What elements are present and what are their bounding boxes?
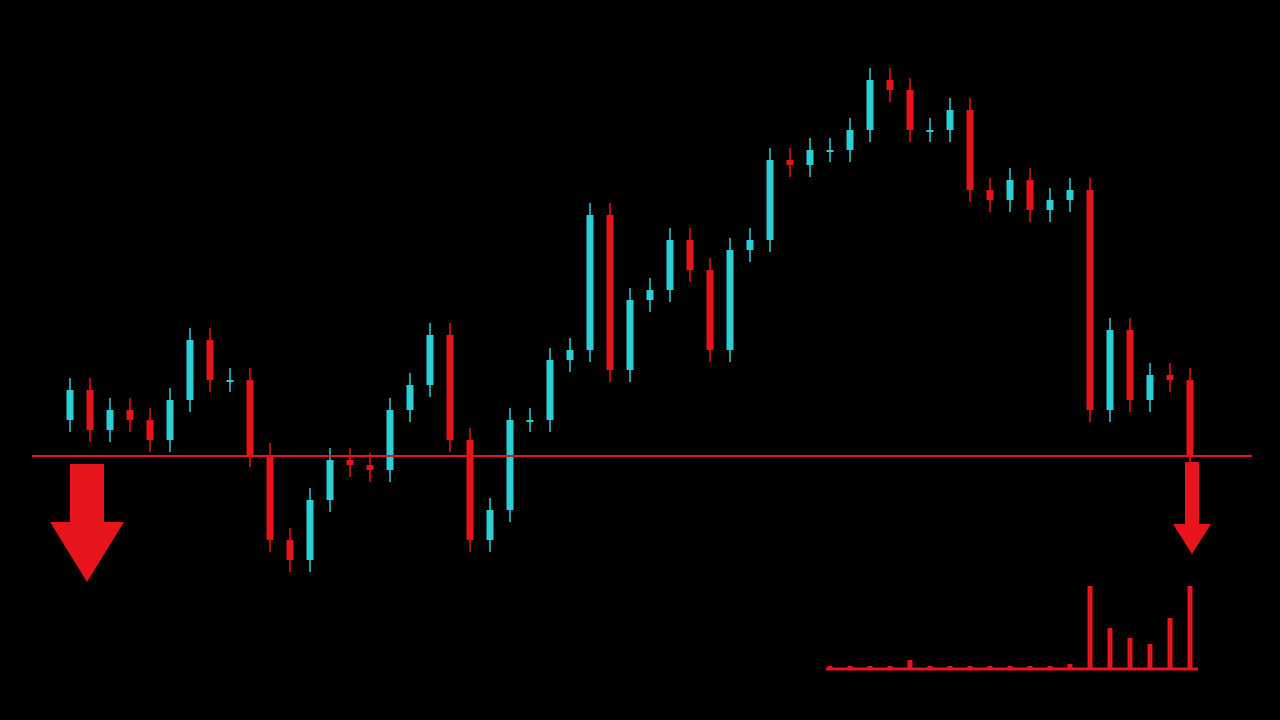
- candle-body: [286, 540, 294, 560]
- candle-body: [446, 335, 454, 440]
- candle-body: [686, 240, 694, 270]
- candle-body: [1146, 375, 1154, 400]
- candle-body: [246, 380, 254, 455]
- volume-bar: [1007, 666, 1013, 668]
- volume-bar: [847, 666, 853, 668]
- candle-body: [66, 390, 74, 420]
- candle-body: [1066, 190, 1074, 200]
- candle-body: [926, 130, 934, 132]
- candle-body: [966, 110, 974, 190]
- candle-body: [626, 300, 634, 370]
- candle-body: [866, 80, 874, 130]
- candle-body: [1186, 380, 1194, 455]
- candle-body: [586, 215, 594, 350]
- candle-body: [706, 270, 714, 350]
- candle-body: [806, 150, 814, 165]
- candle-body: [826, 150, 834, 152]
- candle-body: [1166, 375, 1174, 380]
- candle-body: [86, 390, 94, 430]
- candle-body: [146, 420, 154, 440]
- candle-body: [526, 420, 534, 422]
- candle-body: [346, 460, 354, 465]
- candle-body: [126, 410, 134, 420]
- candles: [66, 68, 1194, 572]
- candle-body: [1126, 330, 1134, 400]
- candle-body: [506, 420, 514, 510]
- candle-body: [886, 80, 894, 90]
- candle-body: [266, 455, 274, 540]
- candle-body: [566, 350, 574, 360]
- volume-bar: [1187, 586, 1193, 668]
- volume-bar: [887, 666, 893, 668]
- candle-body: [846, 130, 854, 150]
- volume-bar: [827, 666, 833, 668]
- candle-body: [1026, 180, 1034, 210]
- candle-body: [366, 465, 374, 470]
- volume-bar: [867, 666, 873, 668]
- candle-body: [186, 340, 194, 400]
- volume-bar: [927, 666, 933, 668]
- down-arrow-left: [50, 464, 124, 582]
- candle-body: [746, 240, 754, 250]
- candle-body: [606, 215, 614, 370]
- candle-body: [326, 460, 334, 500]
- candle-body: [546, 360, 554, 420]
- volume-bar: [967, 666, 973, 668]
- volume-bars: [827, 586, 1193, 668]
- candle-body: [1006, 180, 1014, 200]
- candle-body: [986, 190, 994, 200]
- candle-body: [1046, 200, 1054, 210]
- volume-bar: [1107, 628, 1113, 668]
- candle-body: [946, 110, 954, 130]
- candle-body: [486, 510, 494, 540]
- candle-body: [786, 160, 794, 165]
- down-arrow-right: [1173, 462, 1211, 554]
- volume-bar: [1087, 586, 1093, 668]
- candle-body: [466, 440, 474, 540]
- volume-bar: [947, 666, 953, 668]
- volume-bar: [1167, 618, 1173, 668]
- volume-bar: [1067, 664, 1073, 668]
- candle-body: [226, 380, 234, 382]
- candle-body: [1106, 330, 1114, 410]
- volume-bar: [1027, 666, 1033, 668]
- candle-body: [646, 290, 654, 300]
- candle-body: [166, 400, 174, 440]
- candle-body: [386, 410, 394, 470]
- candle-body: [1086, 190, 1094, 410]
- candle-body: [726, 250, 734, 350]
- candle-body: [206, 340, 214, 380]
- volume-bar: [907, 660, 913, 668]
- candle-body: [106, 410, 114, 430]
- candle-body: [666, 240, 674, 290]
- volume-bar: [1147, 644, 1153, 668]
- volume-bar: [987, 666, 993, 668]
- candle-body: [406, 385, 414, 410]
- candle-body: [426, 335, 434, 385]
- candle-body: [906, 90, 914, 130]
- candle-body: [766, 160, 774, 240]
- volume-bar: [1047, 666, 1053, 668]
- candle-body: [306, 500, 314, 560]
- volume-bar: [1127, 638, 1133, 668]
